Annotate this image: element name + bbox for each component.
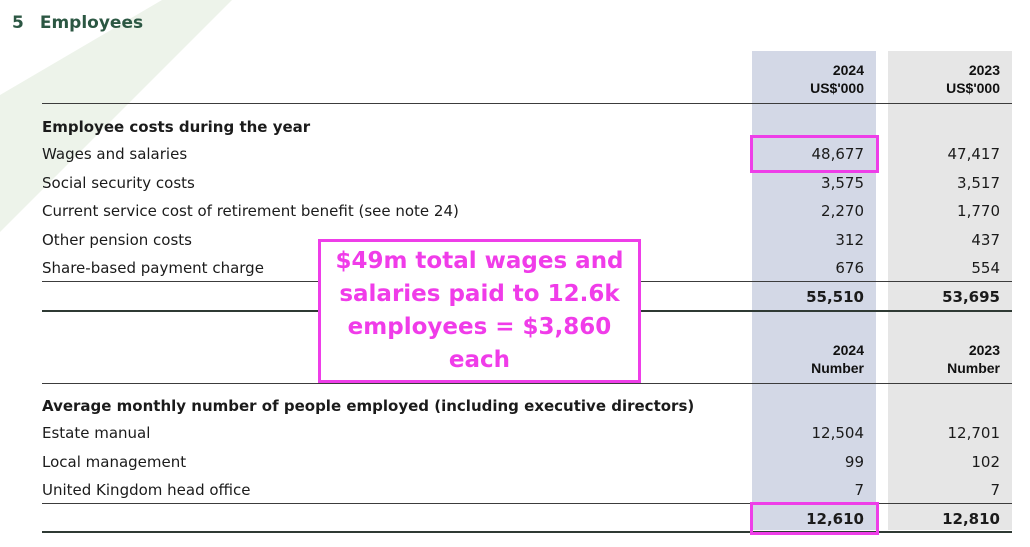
value-2023: 47,417 bbox=[947, 145, 1001, 163]
annotation-callout: $49m total wages and salaries paid to 12… bbox=[318, 239, 641, 383]
column-year: 2024 bbox=[832, 342, 864, 358]
annotation-text: $49m total wages and salaries paid to 12… bbox=[335, 248, 624, 373]
row-label: Current service cost of retirement benef… bbox=[42, 202, 459, 220]
table-row: Estate manual 12,504 12,701 bbox=[42, 420, 1012, 446]
total-2024: 12,610 bbox=[806, 510, 864, 528]
row-label: Wages and salaries bbox=[42, 145, 188, 163]
row-label: Share-based payment charge bbox=[42, 259, 264, 277]
table-row: United Kingdom head office 7 7 bbox=[42, 477, 1012, 503]
column-unit: US$'000 bbox=[946, 80, 1000, 96]
headcount-section-title: Average monthly number of people employe… bbox=[42, 397, 695, 415]
highlight-headcount-total-2024 bbox=[750, 502, 879, 535]
total-divider bbox=[42, 531, 1012, 533]
header-divider bbox=[42, 383, 1012, 384]
table-row: Wages and salaries 48,677 47,417 bbox=[42, 141, 1012, 167]
column-unit: Number bbox=[811, 360, 864, 376]
row-label: Other pension costs bbox=[42, 231, 192, 249]
value-2023: 7 bbox=[990, 481, 1000, 499]
total-2023: 12,810 bbox=[942, 510, 1000, 528]
value-2023: 437 bbox=[971, 231, 1000, 249]
headcount-header-2024: 2024 Number bbox=[752, 341, 876, 377]
total-2024: 55,510 bbox=[806, 288, 864, 306]
row-label: United Kingdom head office bbox=[42, 481, 251, 499]
value-2024: 2,270 bbox=[821, 202, 864, 220]
table-row: Local management 99 102 bbox=[42, 449, 1012, 475]
costs-header-2023: 2023 US$'000 bbox=[888, 61, 1012, 97]
total-2023: 53,695 bbox=[942, 288, 1000, 306]
value-2023: 554 bbox=[971, 259, 1000, 277]
value-2023: 12,701 bbox=[947, 424, 1001, 442]
subtotal-divider bbox=[42, 503, 1012, 504]
column-year: 2023 bbox=[968, 62, 1000, 78]
value-2024: 12,504 bbox=[811, 424, 865, 442]
value-2024: 3,575 bbox=[821, 174, 864, 192]
column-2023-shading bbox=[888, 51, 1012, 530]
value-2024: 7 bbox=[854, 481, 864, 499]
column-unit: Number bbox=[947, 360, 1000, 376]
row-label: Social security costs bbox=[42, 174, 195, 192]
table-row: Other pension costs 312 437 bbox=[42, 227, 1012, 253]
value-2024: 99 bbox=[844, 453, 864, 471]
headcount-header-2023: 2023 Number bbox=[888, 341, 1012, 377]
value-2024: 676 bbox=[835, 259, 864, 277]
row-label: Local management bbox=[42, 453, 187, 471]
column-unit: US$'000 bbox=[810, 80, 864, 96]
headcount-total-row: 12,610 12,810 bbox=[42, 506, 1012, 532]
costs-header-2024: 2024 US$'000 bbox=[752, 61, 876, 97]
note-number: 5 bbox=[12, 13, 24, 33]
row-label: Estate manual bbox=[42, 424, 151, 442]
column-2024-shading bbox=[752, 51, 876, 530]
note-title: Employees bbox=[39, 13, 144, 33]
value-2024: 312 bbox=[835, 231, 864, 249]
table-row: Share-based payment charge 676 554 bbox=[42, 255, 1012, 281]
costs-section-title: Employee costs during the year bbox=[42, 118, 311, 136]
costs-total-row: 55,510 53,695 bbox=[42, 284, 1012, 310]
note-heading: 5 Employees bbox=[12, 13, 143, 33]
value-2023: 102 bbox=[971, 453, 1000, 471]
header-divider bbox=[42, 103, 1012, 104]
column-year: 2023 bbox=[968, 342, 1000, 358]
column-year: 2024 bbox=[832, 62, 864, 78]
value-2024: 48,677 bbox=[811, 145, 865, 163]
table-row: Current service cost of retirement benef… bbox=[42, 198, 1012, 224]
table-row: Social security costs 3,575 3,517 bbox=[42, 170, 1012, 196]
highlight-wages-2024 bbox=[750, 135, 879, 173]
value-2023: 3,517 bbox=[957, 174, 1000, 192]
value-2023: 1,770 bbox=[957, 202, 1000, 220]
